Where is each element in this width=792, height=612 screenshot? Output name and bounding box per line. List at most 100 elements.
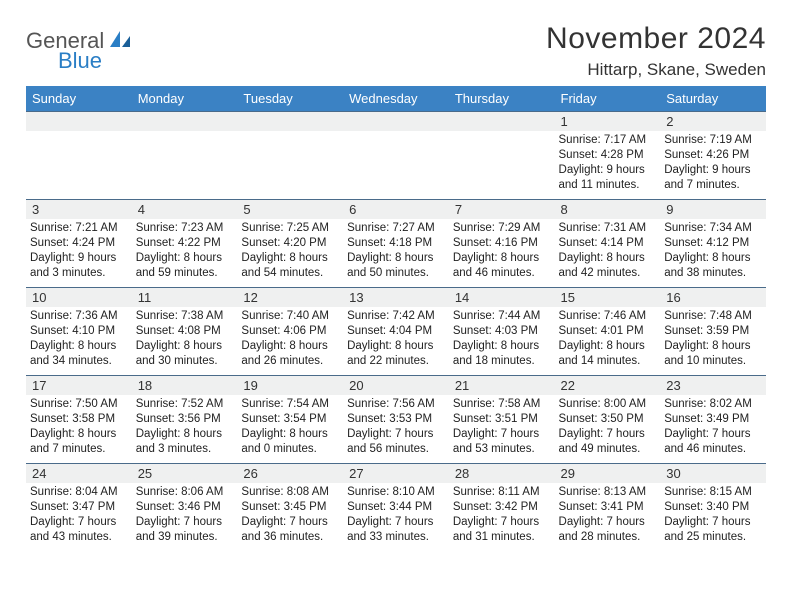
- day-cell: 1Sunrise: 7:17 AMSunset: 4:28 PMDaylight…: [555, 112, 661, 200]
- daylight-line: Daylight: 8 hours and 7 minutes.: [30, 427, 128, 457]
- week-row: 1Sunrise: 7:17 AMSunset: 4:28 PMDaylight…: [26, 112, 766, 200]
- day-number: 7: [449, 200, 555, 219]
- sunset-line: Sunset: 3:49 PM: [664, 412, 762, 427]
- sunrise-line: Sunrise: 8:08 AM: [241, 485, 339, 500]
- daylight-line: Daylight: 7 hours and 56 minutes.: [347, 427, 445, 457]
- sunrise-line: Sunrise: 7:56 AM: [347, 397, 445, 412]
- daylight-line: Daylight: 7 hours and 49 minutes.: [559, 427, 657, 457]
- day-detail: Sunrise: 8:04 AMSunset: 3:47 PMDaylight:…: [26, 483, 132, 547]
- day-cell: 11Sunrise: 7:38 AMSunset: 4:08 PMDayligh…: [132, 288, 238, 376]
- sunrise-line: Sunrise: 7:44 AM: [453, 309, 551, 324]
- day-cell: 7Sunrise: 7:29 AMSunset: 4:16 PMDaylight…: [449, 200, 555, 288]
- day-detail: Sunrise: 7:56 AMSunset: 3:53 PMDaylight:…: [343, 395, 449, 459]
- sunset-line: Sunset: 4:10 PM: [30, 324, 128, 339]
- sunrise-line: Sunrise: 7:40 AM: [241, 309, 339, 324]
- sunset-line: Sunset: 4:24 PM: [30, 236, 128, 251]
- day-cell: 9Sunrise: 7:34 AMSunset: 4:12 PMDaylight…: [660, 200, 766, 288]
- sunset-line: Sunset: 4:26 PM: [664, 148, 762, 163]
- day-number: 25: [132, 464, 238, 483]
- sunset-line: Sunset: 4:08 PM: [136, 324, 234, 339]
- day-cell: 15Sunrise: 7:46 AMSunset: 4:01 PMDayligh…: [555, 288, 661, 376]
- day-number: [132, 112, 238, 131]
- day-cell: [237, 112, 343, 200]
- day-cell: 18Sunrise: 7:52 AMSunset: 3:56 PMDayligh…: [132, 376, 238, 464]
- day-detail: Sunrise: 7:50 AMSunset: 3:58 PMDaylight:…: [26, 395, 132, 459]
- week-row: 10Sunrise: 7:36 AMSunset: 4:10 PMDayligh…: [26, 288, 766, 376]
- day-detail: Sunrise: 8:11 AMSunset: 3:42 PMDaylight:…: [449, 483, 555, 547]
- daylight-line: Daylight: 8 hours and 59 minutes.: [136, 251, 234, 281]
- day-cell: 30Sunrise: 8:15 AMSunset: 3:40 PMDayligh…: [660, 464, 766, 552]
- day-detail: Sunrise: 8:08 AMSunset: 3:45 PMDaylight:…: [237, 483, 343, 547]
- day-number: 11: [132, 288, 238, 307]
- day-number: 4: [132, 200, 238, 219]
- sunset-line: Sunset: 3:56 PM: [136, 412, 234, 427]
- weekday-header-row: Sunday Monday Tuesday Wednesday Thursday…: [26, 86, 766, 112]
- day-detail: Sunrise: 7:23 AMSunset: 4:22 PMDaylight:…: [132, 219, 238, 283]
- sunset-line: Sunset: 4:04 PM: [347, 324, 445, 339]
- sunset-line: Sunset: 3:46 PM: [136, 500, 234, 515]
- day-detail: Sunrise: 7:27 AMSunset: 4:18 PMDaylight:…: [343, 219, 449, 283]
- daylight-line: Daylight: 7 hours and 46 minutes.: [664, 427, 762, 457]
- day-cell: 28Sunrise: 8:11 AMSunset: 3:42 PMDayligh…: [449, 464, 555, 552]
- daylight-line: Daylight: 8 hours and 3 minutes.: [136, 427, 234, 457]
- day-number: 6: [343, 200, 449, 219]
- day-number: 24: [26, 464, 132, 483]
- day-detail: Sunrise: 8:13 AMSunset: 3:41 PMDaylight:…: [555, 483, 661, 547]
- sunset-line: Sunset: 4:28 PM: [559, 148, 657, 163]
- sunrise-line: Sunrise: 7:34 AM: [664, 221, 762, 236]
- sunrise-line: Sunrise: 7:50 AM: [30, 397, 128, 412]
- brand-logo: General Blue: [26, 22, 131, 74]
- day-number: 17: [26, 376, 132, 395]
- sunrise-line: Sunrise: 8:10 AM: [347, 485, 445, 500]
- day-number: [343, 112, 449, 131]
- day-cell: 27Sunrise: 8:10 AMSunset: 3:44 PMDayligh…: [343, 464, 449, 552]
- day-detail: Sunrise: 7:25 AMSunset: 4:20 PMDaylight:…: [237, 219, 343, 283]
- sunset-line: Sunset: 3:40 PM: [664, 500, 762, 515]
- daylight-line: Daylight: 7 hours and 33 minutes.: [347, 515, 445, 545]
- day-cell: 25Sunrise: 8:06 AMSunset: 3:46 PMDayligh…: [132, 464, 238, 552]
- day-detail: Sunrise: 7:36 AMSunset: 4:10 PMDaylight:…: [26, 307, 132, 371]
- sunrise-line: Sunrise: 7:17 AM: [559, 133, 657, 148]
- sunrise-line: Sunrise: 7:46 AM: [559, 309, 657, 324]
- sunset-line: Sunset: 3:44 PM: [347, 500, 445, 515]
- day-number: 2: [660, 112, 766, 131]
- sunset-line: Sunset: 3:58 PM: [30, 412, 128, 427]
- day-cell: 21Sunrise: 7:58 AMSunset: 3:51 PMDayligh…: [449, 376, 555, 464]
- sunset-line: Sunset: 3:51 PM: [453, 412, 551, 427]
- daylight-line: Daylight: 8 hours and 18 minutes.: [453, 339, 551, 369]
- sunset-line: Sunset: 4:18 PM: [347, 236, 445, 251]
- sunset-line: Sunset: 3:45 PM: [241, 500, 339, 515]
- day-detail: Sunrise: 8:02 AMSunset: 3:49 PMDaylight:…: [660, 395, 766, 459]
- weekday-header: Saturday: [660, 86, 766, 112]
- day-number: 22: [555, 376, 661, 395]
- day-cell: 14Sunrise: 7:44 AMSunset: 4:03 PMDayligh…: [449, 288, 555, 376]
- sunrise-line: Sunrise: 7:23 AM: [136, 221, 234, 236]
- day-number: 3: [26, 200, 132, 219]
- day-cell: 13Sunrise: 7:42 AMSunset: 4:04 PMDayligh…: [343, 288, 449, 376]
- sunrise-line: Sunrise: 7:54 AM: [241, 397, 339, 412]
- day-number: 1: [555, 112, 661, 131]
- sunrise-line: Sunrise: 8:06 AM: [136, 485, 234, 500]
- sunrise-line: Sunrise: 8:11 AM: [453, 485, 551, 500]
- day-number: 10: [26, 288, 132, 307]
- sunrise-line: Sunrise: 7:29 AM: [453, 221, 551, 236]
- sunrise-line: Sunrise: 7:31 AM: [559, 221, 657, 236]
- day-detail: Sunrise: 7:58 AMSunset: 3:51 PMDaylight:…: [449, 395, 555, 459]
- day-cell: 29Sunrise: 8:13 AMSunset: 3:41 PMDayligh…: [555, 464, 661, 552]
- sunset-line: Sunset: 4:14 PM: [559, 236, 657, 251]
- day-number: [237, 112, 343, 131]
- sunset-line: Sunset: 3:41 PM: [559, 500, 657, 515]
- day-cell: 12Sunrise: 7:40 AMSunset: 4:06 PMDayligh…: [237, 288, 343, 376]
- weekday-header: Friday: [555, 86, 661, 112]
- day-cell: 4Sunrise: 7:23 AMSunset: 4:22 PMDaylight…: [132, 200, 238, 288]
- day-number: 14: [449, 288, 555, 307]
- day-cell: 23Sunrise: 8:02 AMSunset: 3:49 PMDayligh…: [660, 376, 766, 464]
- daylight-line: Daylight: 8 hours and 26 minutes.: [241, 339, 339, 369]
- day-cell: 26Sunrise: 8:08 AMSunset: 3:45 PMDayligh…: [237, 464, 343, 552]
- weekday-header: Wednesday: [343, 86, 449, 112]
- day-number: 20: [343, 376, 449, 395]
- day-detail: Sunrise: 7:42 AMSunset: 4:04 PMDaylight:…: [343, 307, 449, 371]
- daylight-line: Daylight: 7 hours and 31 minutes.: [453, 515, 551, 545]
- sunrise-line: Sunrise: 8:13 AM: [559, 485, 657, 500]
- day-number: 18: [132, 376, 238, 395]
